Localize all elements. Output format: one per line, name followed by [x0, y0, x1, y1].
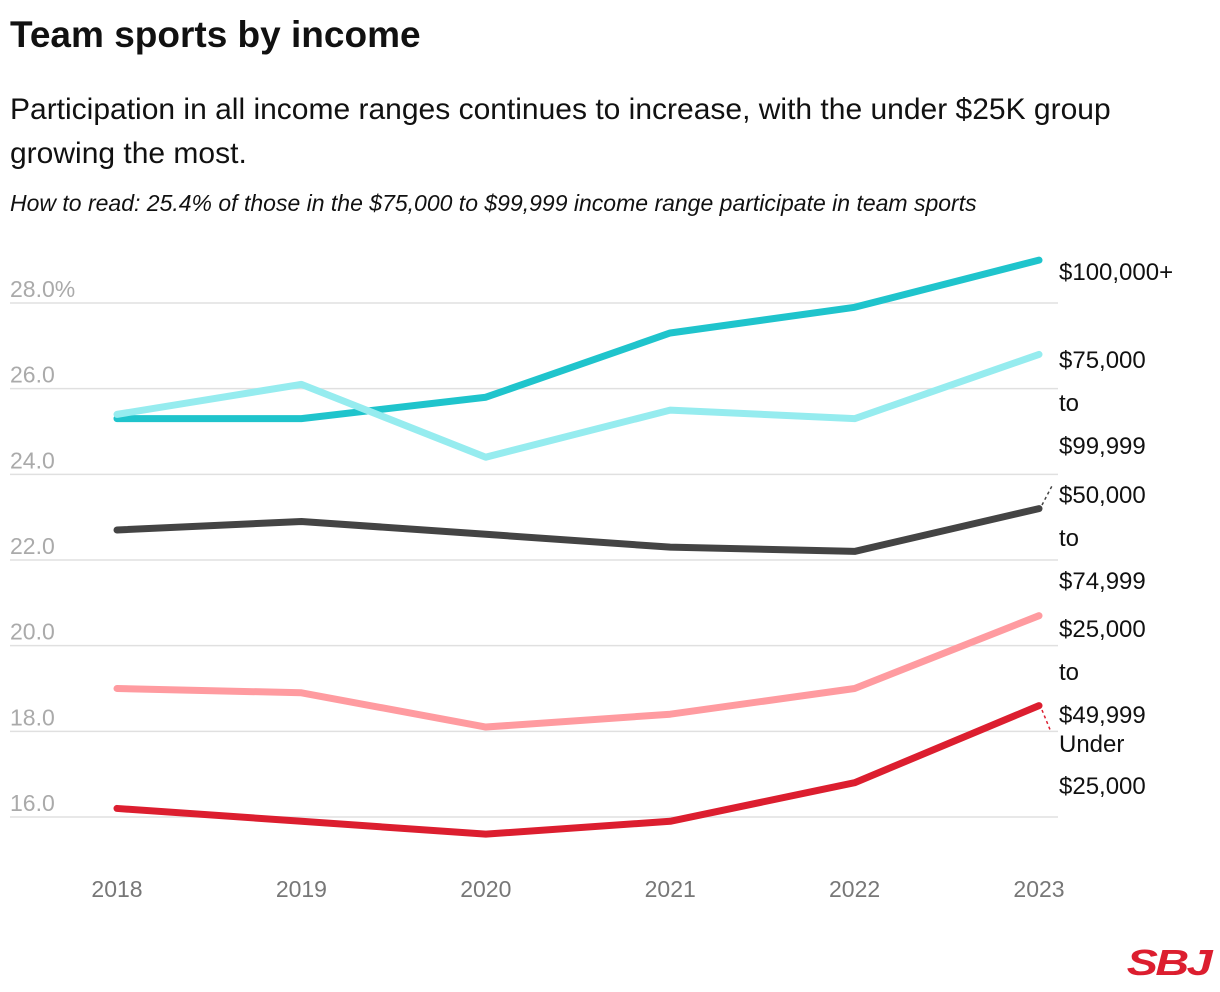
series-label: $75,000: [1059, 347, 1146, 374]
x-tick-label: 2018: [91, 876, 142, 902]
series-label: to: [1059, 525, 1079, 552]
sbj-logo: SBJ: [1126, 942, 1213, 983]
series-label: to: [1059, 390, 1079, 417]
series-line: [113, 702, 1043, 838]
chart-subtitle: Participation in all income ranges conti…: [10, 93, 1111, 170]
series-label: $49,999: [1059, 702, 1146, 729]
y-tick-label: 26.0: [10, 362, 55, 388]
y-tick-label: 18.0: [10, 704, 55, 730]
series-label: $99,999: [1059, 433, 1146, 460]
series-line: [113, 612, 1043, 731]
label-leader-line: [1041, 709, 1052, 733]
y-tick-label: 22.0: [10, 533, 55, 559]
how-to-read-note: How to read: 25.4% of those in the $75,0…: [10, 190, 977, 216]
y-tick-label: 16.0: [10, 790, 55, 816]
x-tick-label: 2021: [645, 876, 696, 902]
series-label: Under: [1059, 731, 1124, 758]
series-label: $25,000: [1059, 616, 1146, 643]
series-line: [113, 350, 1043, 461]
x-tick-label: 2020: [460, 876, 511, 902]
series-label: $74,999: [1059, 568, 1146, 595]
series-line: [113, 505, 1043, 555]
y-tick-label: 28.0%: [10, 276, 75, 302]
series-line: [113, 256, 1043, 423]
y-tick-label: 20.0: [10, 619, 55, 645]
series-label: $50,000: [1059, 482, 1146, 509]
label-leader-line: [1041, 483, 1054, 506]
series-label: $100,000+: [1059, 259, 1173, 286]
y-tick-label: 24.0: [10, 447, 55, 473]
x-tick-label: 2019: [276, 876, 327, 902]
x-tick-label: 2022: [829, 876, 880, 902]
x-tick-label: 2023: [1013, 876, 1064, 902]
series-label: to: [1059, 659, 1079, 686]
chart-title: Team sports by income: [10, 14, 421, 55]
series-label: $25,000: [1059, 773, 1146, 800]
